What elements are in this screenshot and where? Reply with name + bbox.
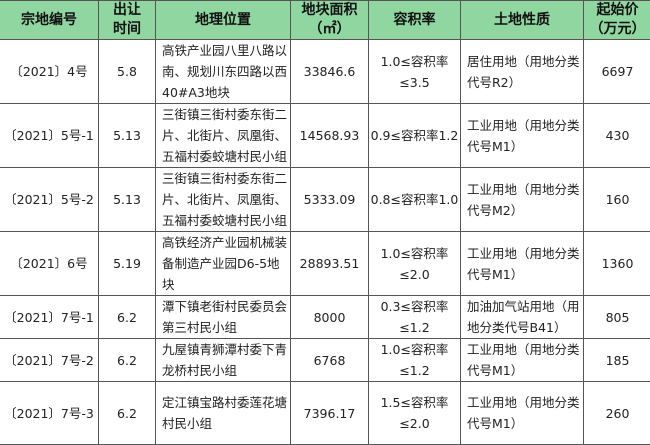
cell-date: 6.2 xyxy=(99,296,156,339)
header-use: 土地性质 xyxy=(461,1,584,40)
cell-date: 5.13 xyxy=(99,104,156,168)
cell-id: 〔2021〕7号-1 xyxy=(0,296,99,339)
cell-price: 185 xyxy=(584,339,650,382)
cell-price: 6697 xyxy=(584,40,650,104)
cell-location: 高铁产业园八里八路以南、规划川东四路以西40#A3地块 xyxy=(156,40,291,104)
cell-location: 高铁经济产业园机械装备制造产业园D6-5地块 xyxy=(156,232,291,296)
cell-area: 6768 xyxy=(291,339,369,382)
cell-area: 14568.93 xyxy=(291,104,369,168)
cell-date: 5.13 xyxy=(99,168,156,232)
cell-use: 工业用地（用地分类代号M1） xyxy=(461,232,584,296)
cell-far: 1.5≤容积率≤2.0 xyxy=(369,382,461,445)
cell-id: 〔2021〕6号 xyxy=(0,232,99,296)
header-price: 起始价（万元） xyxy=(584,1,650,40)
header-area: 地块面积（㎡） xyxy=(291,1,369,40)
cell-price: 260 xyxy=(584,382,650,445)
cell-use: 工业用地（用地分类代号M1） xyxy=(461,382,584,445)
cell-id: 〔2021〕7号-2 xyxy=(0,339,99,382)
cell-price: 1360 xyxy=(584,232,650,296)
cell-use: 工业用地（用地分类代号M2） xyxy=(461,168,584,232)
cell-location: 定江镇宝路村委莲花塘村民小组 xyxy=(156,382,291,445)
cell-area: 33846.6 xyxy=(291,40,369,104)
cell-price: 805 xyxy=(584,296,650,339)
cell-area: 28893.51 xyxy=(291,232,369,296)
cell-far: 1.0≤容积率≤2.0 xyxy=(369,232,461,296)
cell-date: 5.19 xyxy=(99,232,156,296)
header-date: 出让时间 xyxy=(99,1,156,40)
cell-id: 〔2021〕7号-3 xyxy=(0,382,99,445)
cell-area: 8000 xyxy=(291,296,369,339)
cell-location: 潭下镇老街村民委员会第三村民小组 xyxy=(156,296,291,339)
cell-far: 0.9≤容积率1.2 xyxy=(369,104,461,168)
header-far: 容积率 xyxy=(369,1,461,40)
cell-price: 430 xyxy=(584,104,650,168)
cell-price: 160 xyxy=(584,168,650,232)
header-location: 地理位置 xyxy=(156,1,291,40)
cell-far: 1.0≤容积率≤3.5 xyxy=(369,40,461,104)
cell-area: 5333.09 xyxy=(291,168,369,232)
cell-use: 加油加气站用地（用地分类代号B41） xyxy=(461,296,584,339)
cell-use: 工业用地（用地分类代号M1） xyxy=(461,104,584,168)
cell-date: 5.8 xyxy=(99,40,156,104)
cell-use: 工业用地（用地分类代号M1） xyxy=(461,339,584,382)
cell-location: 三街镇三街村委东街二片、北街片、凤凰街、五福村委蛟塘村民小组 xyxy=(156,168,291,232)
cell-far: 1.0≤容积率≤1.2 xyxy=(369,339,461,382)
cell-location: 九屋镇青狮潭村委下青龙桥村民小组 xyxy=(156,339,291,382)
cell-use: 居住用地（用地分类代号R2） xyxy=(461,40,584,104)
cell-date: 6.2 xyxy=(99,382,156,445)
cell-id: 〔2021〕5号-1 xyxy=(0,104,99,168)
cell-far: 0.8≤容积率1.0 xyxy=(369,168,461,232)
cell-area: 7396.17 xyxy=(291,382,369,445)
header-row: 宗地编号 出让时间 地理位置 地块面积（㎡） 容积率 土地性质 起始价（万元） xyxy=(0,1,650,40)
cell-id: 〔2021〕4号 xyxy=(0,40,99,104)
cell-date: 6.2 xyxy=(99,339,156,382)
cell-far: 0.3≤容积率≤1.2 xyxy=(369,296,461,339)
cell-location: 三街镇三街村委东街二片、北街片、凤凰街、五福村委蛟塘村民小组 xyxy=(156,104,291,168)
header-id: 宗地编号 xyxy=(0,1,99,40)
cell-id: 〔2021〕5号-2 xyxy=(0,168,99,232)
